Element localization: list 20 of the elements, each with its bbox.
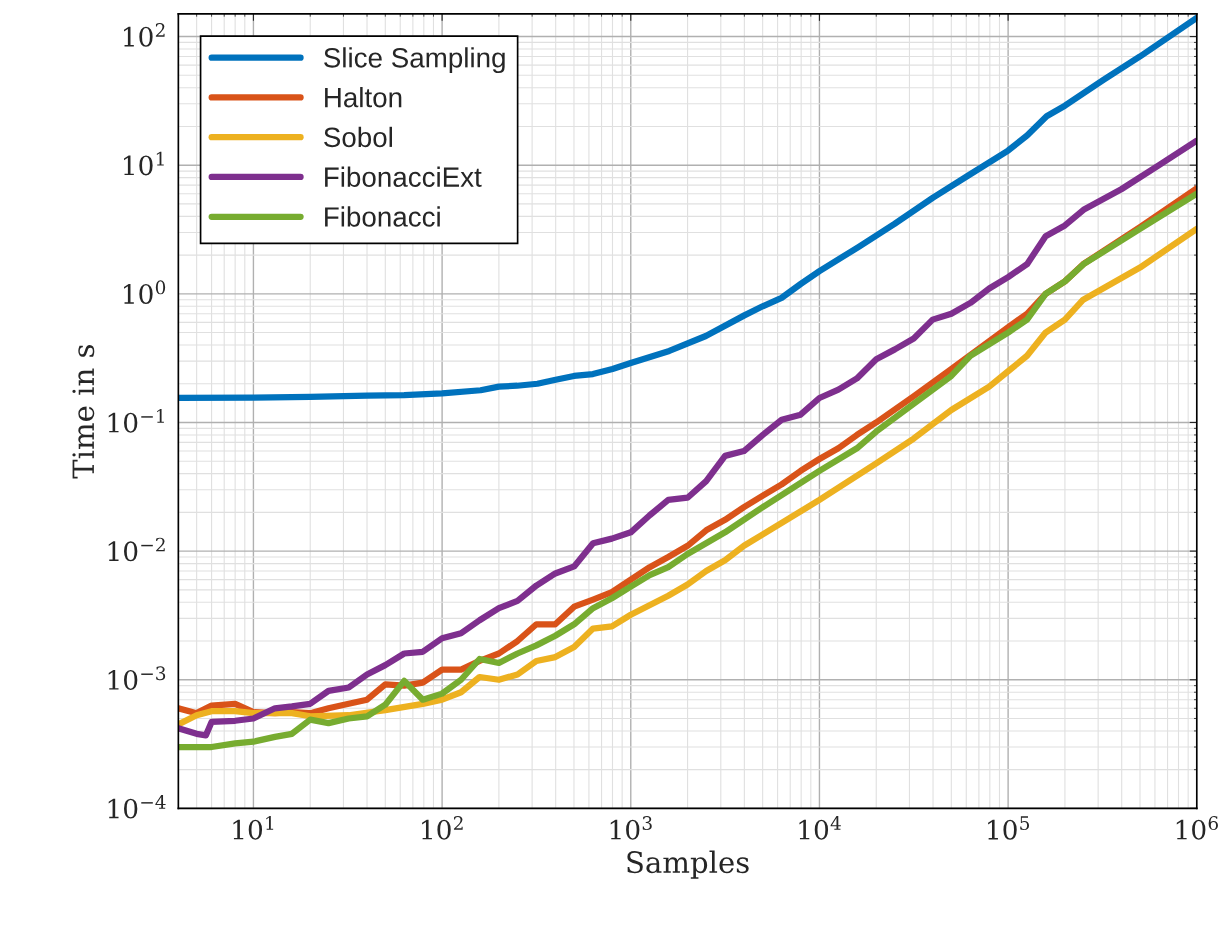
legend-label: Halton bbox=[325, 87, 402, 108]
y-tick-label: 10$^{1}$ bbox=[124, 151, 164, 176]
y-tick-label: 10$^{−2}$ bbox=[108, 537, 165, 562]
legend-label: Slice Sampling bbox=[324, 47, 505, 74]
x-tick-label: 10$^{2}$ bbox=[422, 816, 463, 840]
legend-label: Fibonacci bbox=[325, 206, 440, 227]
y-tick-label: 10$^{0}$ bbox=[124, 280, 166, 305]
y-tick-label: 10$^{−1}$ bbox=[108, 409, 164, 433]
x-axis-title: Samples bbox=[627, 850, 749, 879]
x-tick-label: 10$^{4}$ bbox=[799, 816, 841, 840]
legend-label: FibonacciExt bbox=[325, 166, 482, 187]
x-tick-label: 10$^{3}$ bbox=[610, 816, 652, 840]
y-tick-label: 10$^{2}$ bbox=[124, 23, 165, 47]
x-tick-label: 10$^{6}$ bbox=[1176, 816, 1218, 840]
y-tick-label: 10$^{−3}$ bbox=[108, 666, 166, 690]
y-tick-label: 10$^{−4}$ bbox=[108, 794, 166, 819]
x-tick-label: 10$^{5}$ bbox=[988, 816, 1030, 840]
legend-label: Sobol bbox=[324, 126, 392, 148]
y-axis-title: Time in s bbox=[72, 344, 95, 479]
x-tick-label: 10$^{1}$ bbox=[233, 816, 274, 840]
